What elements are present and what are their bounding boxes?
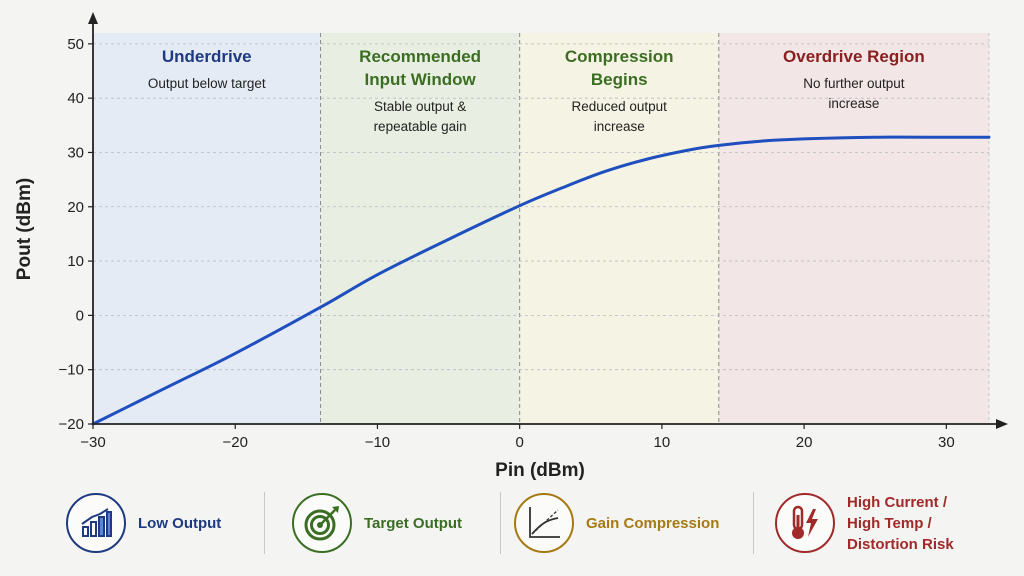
legend-label: Gain Compression [586,513,719,534]
y-axis-arrow [88,12,98,24]
series-line-0 [91,135,991,426]
legend-label-line: Low Output [138,514,222,532]
x-tick-label: 20 [796,434,813,451]
x-tick-label: 30 [938,434,955,451]
region-title: Input Window [364,70,476,89]
legend-item: Gain Compression [514,486,719,560]
region-subtitle: increase [828,96,879,111]
region-text-layer: Underdrive Output below target Recommended… [148,47,925,134]
region-subtitle: No further output [803,76,905,91]
y-tick-label: 20 [67,199,84,216]
region-title: Overdrive Region [783,47,925,66]
legend-separator [264,492,265,554]
legend-label-line: High Temp / [847,514,932,532]
x-tick-label: −10 [365,434,390,451]
legend-item: High Current / High Temp / Distortion Risk [775,486,954,560]
bar-chart-icon [66,493,126,553]
chart-svg: Underdrive Output below target Recommended… [14,12,1008,481]
y-axis-label: Pout (dBm) [14,178,35,280]
legend-item: Target Output [292,486,462,560]
x-tick-label: 10 [654,434,671,451]
thermometer-lightning-icon [775,493,835,553]
y-tick-label: 0 [76,307,84,324]
region-subtitle: increase [594,119,645,134]
y-tick-label: 40 [67,90,84,107]
region-title: Compression [565,47,674,66]
region-band-3 [718,33,989,424]
x-tick-label: −30 [80,434,105,451]
region-title: Begins [591,70,648,89]
x-axis-label: Pin (dBm) [495,460,585,481]
regions-layer [93,33,989,424]
legend-separator [753,492,754,554]
y-tick-label: 10 [67,253,84,270]
compression-curve-icon [514,493,574,553]
region-band-0 [93,33,321,424]
legend-item: Low Output [66,486,221,560]
legend-separator [500,492,501,554]
target-icon [292,493,352,553]
legend-label: Target Output [364,513,462,534]
legend-label-line: Distortion Risk [847,535,954,553]
region-title: Underdrive [162,47,252,66]
legend: Low Output Target Output Gain Compressio… [0,486,1024,566]
series-layer [91,135,991,426]
x-axis-arrow [996,419,1008,429]
x-tick-label: −20 [222,434,247,451]
region-band-2 [519,33,719,424]
region-title: Recommended [359,47,481,66]
axes-layer [88,12,1008,429]
y-tick-label: −10 [59,362,84,379]
y-tick-label: 30 [67,144,84,161]
legend-label-line: High Current / [847,493,947,511]
y-tick-label: −20 [59,416,84,433]
legend-label-line: Target Output [364,514,463,532]
legend-label: Low Output [138,513,221,534]
legend-label-line: Gain Compression [586,514,720,532]
region-subtitle: Reduced output [572,99,668,114]
y-tick-label: 50 [67,36,84,53]
legend-label: High Current / High Temp / Distortion Risk [847,492,954,555]
x-tick-label: 0 [515,434,523,451]
region-subtitle: repeatable gain [374,119,467,134]
region-band-1 [320,33,520,424]
region-subtitle: Stable output & [374,99,466,114]
region-subtitle: Output below target [148,76,266,91]
